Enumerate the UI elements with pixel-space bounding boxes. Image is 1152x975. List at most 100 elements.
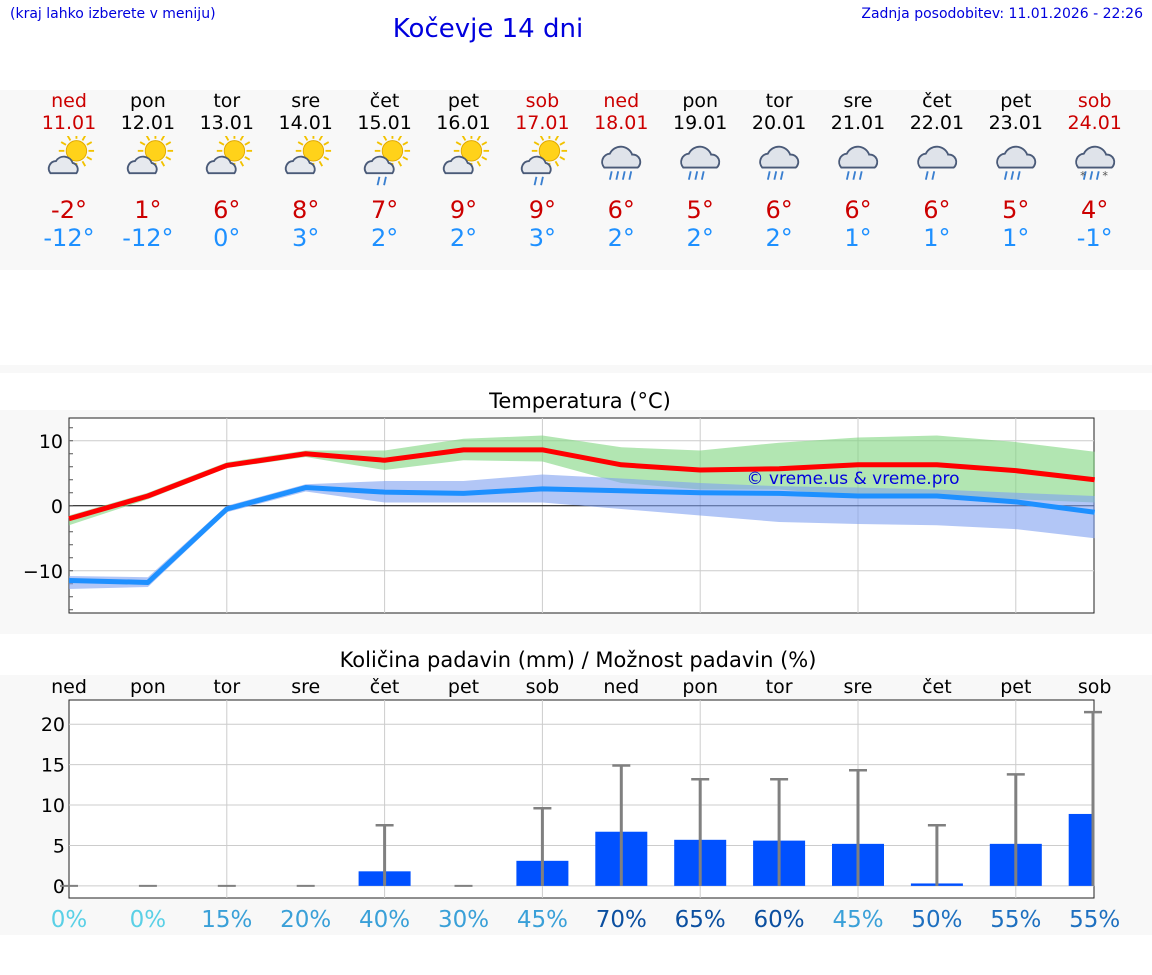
day-date: 17.01 (515, 112, 570, 134)
temp-ytick-label: 0 (51, 496, 63, 518)
day-column: ned 18.01 6° 2° (583, 90, 659, 252)
precip-probability: 70% (596, 907, 647, 933)
min-temp: 1° (923, 224, 951, 252)
precip-probability: 55% (990, 907, 1041, 933)
day-column: sob 17.01 9° 3° (504, 90, 580, 252)
forecast-strip: ned 11.01 -2° -12° pon 12.01 1° -12° tor 13.01 6° 0… (0, 90, 1152, 270)
precip-probability: 45% (517, 907, 568, 933)
precip-day-label: ned (51, 676, 87, 698)
day-column: sob 24.01 * * 4° -1° (1057, 90, 1133, 252)
sun-ray (402, 156, 408, 161)
max-temp: 6° (765, 196, 793, 224)
sun (216, 136, 252, 169)
sun-ray (480, 156, 487, 161)
last-update: Zadnja posodobitev: 11.01.2026 - 22:26 (861, 6, 1143, 22)
sun-ray (165, 141, 172, 146)
sun-cloud-rain-icon (521, 136, 568, 186)
sun-cloud-icon (126, 136, 173, 175)
sun-cloud-icon (47, 136, 95, 175)
precip-probability: 60% (754, 907, 805, 933)
day-date: 11.01 (41, 112, 97, 134)
day-date: 18.01 (594, 112, 649, 134)
rain-drop (780, 171, 784, 180)
day-name: ned (51, 90, 87, 112)
max-uncertainty-band (69, 435, 1095, 526)
day-name: sre (291, 90, 321, 112)
sun (374, 136, 410, 169)
day-name: čet (369, 90, 400, 112)
sun-ray (555, 160, 560, 167)
rain-drop (1089, 171, 1093, 180)
rain-drop (688, 171, 692, 180)
sun-ray (534, 141, 540, 146)
precip-day-label: sre (844, 676, 873, 698)
rain-drop (767, 171, 771, 180)
day-date: 12.01 (120, 112, 176, 134)
max-temp: 4° (1081, 196, 1109, 224)
sun-ray (160, 160, 165, 167)
day-date: 13.01 (199, 112, 254, 134)
min-temp: 2° (607, 224, 635, 252)
min-temp: 3° (528, 224, 557, 252)
day-column: pon 19.01 5° 2° (662, 90, 738, 252)
day-name: čet (922, 90, 952, 112)
precip-ytick-label: 10 (41, 795, 65, 817)
sun-ray (66, 136, 72, 141)
cloud (284, 155, 316, 175)
day-column: sre 14.01 8° 3° (268, 90, 344, 252)
day-column: ned 11.01 -2° -12° (31, 90, 107, 252)
sun-ray (244, 156, 250, 161)
day-column: sre 21.01 6° 1° (820, 90, 896, 252)
sun-ray (555, 136, 560, 141)
location-hint: (kraj lahko izberete v meniju) (10, 6, 216, 22)
sun-ray (480, 141, 487, 146)
sun-cloud-icon (205, 136, 252, 175)
rain-drop (694, 171, 699, 180)
sun-ray (81, 136, 87, 141)
cloud (47, 155, 79, 175)
sun-ray (461, 136, 466, 141)
min-temp: 2° (449, 224, 478, 252)
max-temp: 8° (292, 196, 320, 224)
sun-cloud-rain-icon (363, 136, 410, 186)
cloud (1074, 145, 1115, 169)
precipitation-chart: Količina padavin (mm) / Možnost padavin … (41, 648, 1120, 933)
snow-flake: * (1102, 170, 1108, 183)
rain-drop (852, 171, 857, 180)
sun-ray (145, 136, 151, 141)
min-temp: 0° (213, 224, 241, 252)
cloud (601, 145, 642, 169)
day-column: tor 13.01 6° 0° (189, 90, 265, 252)
day-date: 22.01 (909, 112, 965, 134)
sun-ray (382, 136, 387, 141)
cloud-rain-icon (996, 145, 1036, 180)
precip-day-label: sre (291, 676, 320, 698)
day-date: 21.01 (830, 112, 886, 134)
cloud (205, 155, 237, 175)
sun-ray (397, 136, 402, 141)
temperature-chart: Temperatura (°C) 10 0 −10 © vreme.us & vreme… (23, 389, 1096, 614)
cloud-rain-icon (838, 145, 879, 180)
min-temp: 2° (686, 224, 714, 252)
max-temp: 5° (686, 196, 714, 224)
sun-disc (460, 140, 482, 162)
precip-day-label: tor (766, 676, 793, 698)
day-column: pet 23.01 5° 1° (978, 90, 1054, 252)
max-temp: 5° (1002, 196, 1030, 224)
sun-ray (402, 141, 408, 146)
cloud-heavy-rain-icon (601, 145, 642, 180)
day-name: pet (447, 90, 480, 112)
sun-ray (244, 141, 250, 146)
precip-ytick-label: 5 (53, 835, 65, 857)
rain-drop (628, 171, 633, 180)
temp-chart-title: Temperatura (°C) (488, 389, 671, 413)
rain-drop (924, 171, 929, 180)
day-column: pon 12.01 1° -12° (110, 90, 186, 252)
rain-drop (773, 171, 778, 180)
rain-drop (1082, 171, 1087, 180)
sun-cloud-icon (442, 136, 489, 175)
sun-ray (165, 156, 172, 161)
precip-probability: 20% (280, 907, 331, 933)
day-column: čet 22.01 6° 1° (899, 90, 975, 252)
precip-bar (1068, 813, 1094, 886)
